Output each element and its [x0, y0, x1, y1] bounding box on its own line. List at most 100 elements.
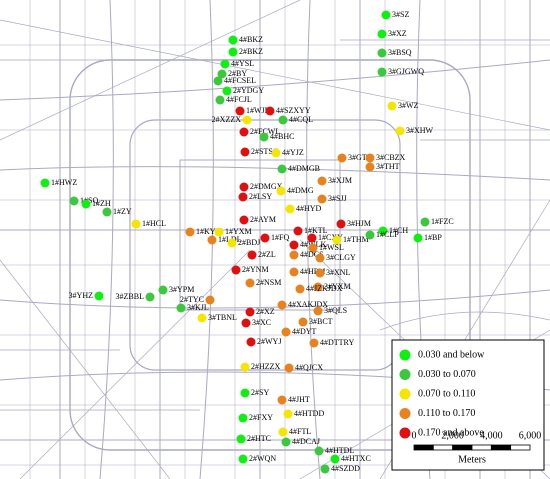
- station-dot: [278, 427, 288, 437]
- scale-bar-segment: [432, 444, 454, 451]
- station-dot: [332, 235, 342, 245]
- station-dot: [365, 162, 375, 172]
- station-label: 2#HTC: [247, 434, 271, 443]
- station-label: 3#BSQ: [388, 48, 412, 57]
- station-label: 2#ZL: [258, 250, 276, 259]
- station-dot: [315, 253, 325, 263]
- station-label: 4#SZXYY: [276, 106, 311, 115]
- station-dot: [220, 59, 230, 69]
- station-label: 1#KYM: [196, 227, 223, 236]
- station-dot: [387, 101, 397, 111]
- station-dot: [197, 313, 207, 323]
- legend-swatch: [399, 369, 411, 380]
- station-label: 3#CLGY: [326, 253, 356, 262]
- station-label: 3#CBZX: [376, 153, 406, 162]
- station-dot: [265, 106, 275, 116]
- station-label: 3#GTM: [348, 153, 374, 162]
- station-dot: [276, 186, 286, 196]
- scale-label: 6,000: [519, 430, 542, 441]
- legend-swatch: [399, 408, 411, 419]
- station-label: 3#XJM: [328, 176, 352, 185]
- station-dot: [289, 240, 299, 250]
- station-label: 4#YJZ: [282, 148, 304, 157]
- station-dot: [309, 338, 319, 348]
- station-label: 2#STSG: [251, 147, 279, 156]
- station-dot: [239, 182, 249, 192]
- station-label: 3#ZBBL: [116, 292, 145, 301]
- station-label: 3#XZ: [388, 29, 407, 38]
- station-label: 1#CLP: [376, 230, 399, 239]
- station-dot: [298, 317, 308, 327]
- station-label: 1#SQ: [80, 196, 98, 205]
- station-dot: [289, 250, 299, 260]
- station-label: 4#FCJL: [226, 95, 252, 104]
- station-label: 1#HWZ: [51, 178, 77, 187]
- station-label: 1#ZH: [92, 199, 111, 208]
- station-label: 3#YXM: [324, 282, 351, 291]
- station-label: 3#QLS: [324, 306, 347, 315]
- station-dot: [241, 318, 251, 328]
- legend-swatch: [399, 349, 411, 361]
- station-dot: [317, 176, 327, 186]
- station-dot: [205, 295, 215, 305]
- station-dot: [308, 243, 318, 253]
- station-dot: [247, 250, 257, 260]
- station-dot: [281, 327, 291, 337]
- station-dot: [420, 217, 430, 227]
- station-label: 4#CQL: [289, 115, 313, 124]
- station-label: 3#KJL: [187, 303, 209, 312]
- station-label: 4#DYT: [292, 327, 317, 336]
- station-label: 2#FCWL: [250, 127, 280, 136]
- station-label: 2#XZ: [256, 307, 275, 316]
- station-dot: [285, 204, 295, 214]
- station-dot: [245, 307, 255, 317]
- legend: 0.030 and below 0.030 to 0.070 0.070 to 0.…: [391, 339, 545, 471]
- station-label: 4#FTL: [289, 427, 311, 436]
- station-dot: [377, 67, 387, 77]
- station-label: 2#LSY: [249, 192, 272, 201]
- station-dot: [239, 127, 249, 137]
- scale-bar-segment: [510, 444, 531, 451]
- station-dot: [246, 337, 256, 347]
- station-dot: [320, 464, 330, 474]
- station-dot: [238, 454, 248, 464]
- station-dot: [94, 291, 104, 301]
- station-dot: [217, 69, 227, 79]
- station-dot: [207, 235, 217, 245]
- station-label: 3#YPM: [169, 285, 194, 294]
- scale-bar-segment: [452, 444, 473, 451]
- scale-label: 2,000: [441, 430, 464, 441]
- station-label: 3#XC: [252, 318, 271, 327]
- station-label: 4#HYD: [296, 204, 322, 213]
- station-label: 3#XHW: [406, 126, 434, 135]
- station-label: 3#SZ: [392, 10, 409, 19]
- station-dot: [240, 147, 250, 157]
- legend-label: 0.070 to 0.110: [418, 388, 475, 399]
- station-dot: [277, 395, 287, 405]
- station-label: 4#HTDL: [325, 446, 354, 455]
- station-label: 2#WYJ: [257, 337, 281, 346]
- station-dot: [284, 363, 294, 373]
- scale-unit: Meters: [458, 454, 486, 465]
- station-dot: [102, 207, 112, 217]
- station-label: 2#HZZX: [251, 362, 281, 371]
- station-dot: [413, 233, 423, 243]
- station-label: 4#BKZ: [239, 35, 263, 44]
- station-dot: [289, 267, 299, 277]
- station-dot: [158, 285, 168, 295]
- station-label: 4#JZKJDX: [306, 284, 343, 293]
- legend-label: 0.110 to 0.170: [418, 408, 475, 419]
- station-label: 4#DCAJ: [292, 437, 320, 446]
- station-label: 2#BKZ: [239, 47, 263, 56]
- station-dot: [281, 437, 291, 447]
- station-label: 2#BY: [228, 69, 247, 78]
- station-label: 4#DCS: [300, 250, 324, 259]
- station-label: 3#SJJ: [328, 194, 347, 203]
- station-label: 2#XZZX: [212, 115, 242, 124]
- station-dot: [314, 446, 324, 456]
- station-dot: [227, 238, 237, 248]
- station-label: 1#KTL: [304, 226, 328, 235]
- scale-bar-segment: [413, 444, 434, 451]
- station-dot: [228, 35, 238, 45]
- scale-label: 4,000: [480, 430, 503, 441]
